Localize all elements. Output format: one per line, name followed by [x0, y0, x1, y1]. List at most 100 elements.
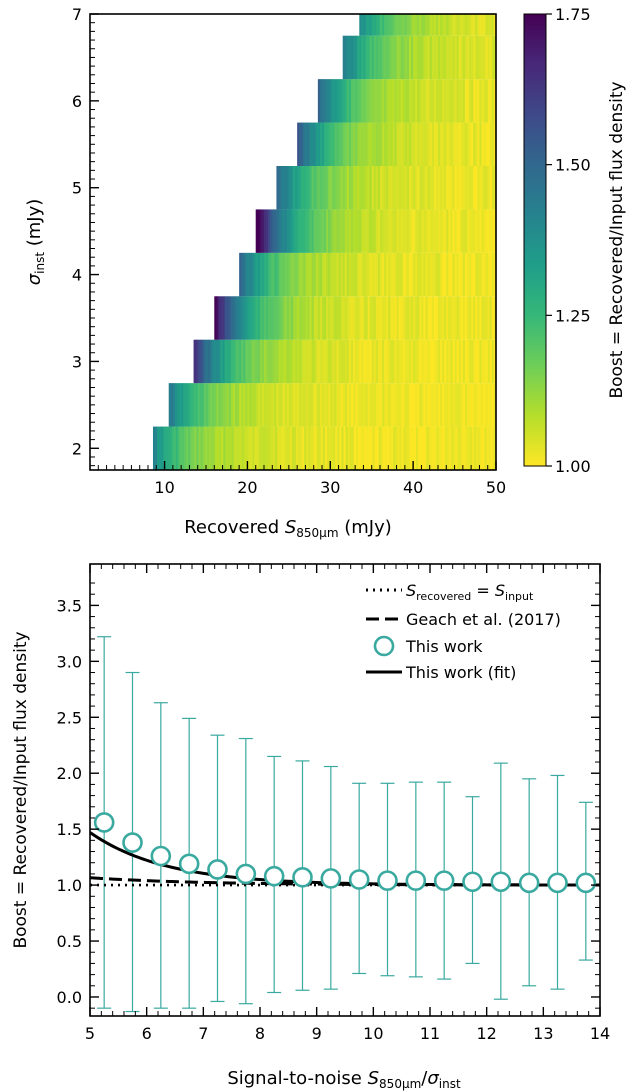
heatmap-cell: [491, 79, 495, 123]
heatmap-cell: [278, 209, 281, 253]
heatmap-cell: [348, 339, 352, 384]
heatmap-cell: [411, 35, 414, 80]
heatmap-cell: [332, 166, 335, 210]
heatmap-cell: [173, 426, 177, 470]
heatmap-cell: [462, 209, 466, 253]
heatmap-cell: [388, 252, 391, 297]
heatmap-cell: [394, 122, 397, 166]
heatmap-cell: [348, 209, 352, 253]
heatmap-cell: [477, 339, 480, 384]
heatmap-cell: [398, 35, 402, 80]
heatmap-cell: [475, 35, 478, 80]
heatmap-cell: [431, 209, 435, 253]
heatmap-cell: [487, 166, 491, 210]
heatmap-cell: [392, 252, 395, 297]
heatmap-cell: [479, 339, 482, 384]
heatmap-cell: [367, 79, 371, 123]
colorbar-tick-label: 1.00: [555, 457, 591, 476]
heatmap-cell: [419, 166, 422, 210]
heatmap-cell: [440, 252, 443, 297]
heatmap-cell: [491, 383, 495, 427]
heatmap-cell: [431, 296, 435, 340]
heatmap-cell: [326, 122, 329, 166]
heatmap-cell: [448, 383, 451, 427]
heatmap-cell: [479, 296, 482, 340]
heatmap-cell: [392, 122, 395, 166]
heatmap-cell: [276, 339, 279, 384]
heatmap-cell: [413, 296, 416, 340]
heatmap-cell: [456, 14, 460, 36]
heatmap-cell: [264, 252, 267, 297]
heatmap-cell: [402, 122, 406, 166]
heatmap-cell: [359, 383, 362, 427]
heatmap-cell: [361, 296, 364, 340]
heatmap-cell: [297, 252, 300, 297]
heatmap-cell: [444, 166, 447, 210]
heatmap-row: [239, 252, 497, 297]
heatmap-cell: [431, 166, 435, 210]
heatmap-cell: [388, 383, 391, 427]
heatmap-cell: [467, 209, 470, 253]
heatmap-cell: [338, 122, 342, 166]
heatmap-cell: [483, 383, 487, 427]
heatmap-cell: [288, 296, 292, 340]
heatmap-cell: [371, 383, 375, 427]
heatmap-cell: [311, 339, 315, 384]
heatmap-cell: [433, 122, 437, 166]
heatmap-cell: [295, 296, 298, 340]
heatmap-cell: [365, 209, 368, 253]
heatmap-cell: [243, 252, 246, 297]
heatmap-cell: [401, 426, 405, 470]
heatmap-cell: [484, 426, 487, 470]
heatmap-cell: [421, 122, 424, 166]
heatmap-cell: [423, 339, 426, 384]
heatmap-row: [168, 383, 497, 427]
heatmap-cell: [425, 14, 429, 36]
heatmap-cell: [392, 383, 395, 427]
heatmap-cell: [429, 252, 433, 297]
heatmap-cell: [198, 426, 202, 470]
heatmap-cell: [237, 296, 240, 340]
heatmap-cell: [435, 166, 439, 210]
heatmap-cell: [415, 383, 418, 427]
heatmap-cell: [489, 122, 493, 166]
heatmap-cell: [199, 339, 203, 384]
heatmap-axes: 10 20 30 40 50 2 3 4 5 6 7: [72, 5, 506, 497]
heatmap-cell: [177, 426, 181, 470]
heatmap-cell: [270, 252, 273, 297]
heatmap-cell: [155, 426, 158, 470]
heatmap-cell: [355, 79, 358, 123]
heatmap-cell: [444, 383, 447, 427]
heatmap-cell: [322, 122, 325, 166]
heatmap-cell: [252, 426, 255, 470]
heatmap-cell: [311, 209, 315, 253]
x-tick-label: 40: [403, 478, 423, 497]
heatmap-cell: [396, 166, 400, 210]
heatmap-cell: [313, 252, 317, 297]
x-tick-label: 12: [476, 1024, 496, 1043]
heatmap-cell: [367, 35, 371, 80]
heatmap-cell: [355, 296, 358, 340]
heatmap-cell: [431, 14, 435, 36]
heatmap-cell: [411, 79, 414, 123]
data-point: [93, 812, 115, 833]
heatmap-cell: [453, 426, 456, 470]
heatmap-cell: [355, 383, 358, 427]
heatmap-cell: [223, 426, 226, 470]
heatmap-cell: [433, 209, 437, 253]
heatmap-cell: [315, 296, 319, 340]
heatmap-cell: [351, 296, 354, 340]
legend-marker: [373, 635, 395, 657]
heatmap-cell: [377, 252, 381, 297]
heatmap-cell: [268, 339, 271, 384]
heatmap-cell: [473, 296, 476, 340]
heatmap-cell: [442, 122, 445, 166]
heatmap-cell: [326, 166, 329, 210]
heatmap-cell: [416, 426, 419, 470]
heatmap-cell: [355, 252, 358, 297]
heatmap-cell: [375, 296, 379, 340]
heatmap-cell: [462, 14, 466, 36]
heatmap-cell: [218, 383, 221, 427]
heatmap-cell: [371, 296, 375, 340]
heatmap-cell: [417, 383, 420, 427]
